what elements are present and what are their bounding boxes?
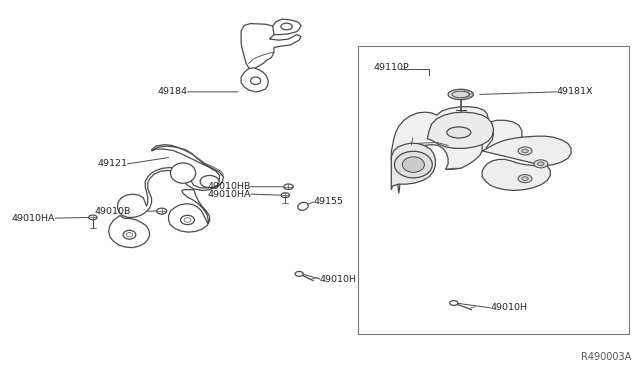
Polygon shape — [391, 107, 522, 193]
Ellipse shape — [518, 147, 532, 155]
Polygon shape — [482, 136, 571, 190]
Ellipse shape — [123, 230, 136, 239]
Polygon shape — [118, 146, 223, 217]
Ellipse shape — [394, 151, 432, 178]
Ellipse shape — [538, 162, 544, 166]
Bar — [358, 46, 629, 334]
Text: 49010B: 49010B — [94, 206, 131, 216]
Text: 49184: 49184 — [157, 87, 188, 96]
Ellipse shape — [200, 176, 219, 187]
Text: 49010HA: 49010HA — [12, 214, 55, 222]
Ellipse shape — [522, 177, 528, 180]
Text: 49110P: 49110P — [374, 63, 410, 72]
Ellipse shape — [403, 157, 424, 172]
Ellipse shape — [448, 89, 474, 100]
Polygon shape — [273, 19, 301, 35]
Ellipse shape — [126, 232, 132, 237]
Text: 49155: 49155 — [314, 198, 344, 206]
Ellipse shape — [452, 91, 470, 98]
Ellipse shape — [251, 77, 260, 84]
Ellipse shape — [518, 174, 532, 183]
Ellipse shape — [281, 193, 289, 198]
Text: 49010H: 49010H — [490, 303, 527, 312]
Text: 49010HA: 49010HA — [207, 190, 251, 199]
Ellipse shape — [281, 23, 292, 30]
Polygon shape — [428, 112, 493, 148]
Ellipse shape — [447, 127, 471, 138]
Ellipse shape — [284, 184, 293, 189]
Text: R490003A: R490003A — [580, 353, 631, 362]
Polygon shape — [241, 23, 301, 70]
Ellipse shape — [170, 163, 196, 183]
Polygon shape — [391, 143, 435, 190]
Ellipse shape — [522, 149, 528, 153]
Ellipse shape — [534, 160, 548, 168]
Polygon shape — [109, 215, 150, 248]
Ellipse shape — [295, 272, 303, 276]
Ellipse shape — [157, 208, 166, 214]
Polygon shape — [168, 190, 209, 232]
Text: 49121: 49121 — [97, 159, 127, 169]
Ellipse shape — [89, 215, 97, 220]
Ellipse shape — [298, 202, 308, 210]
Ellipse shape — [184, 218, 191, 222]
Polygon shape — [241, 68, 268, 92]
Ellipse shape — [180, 215, 195, 225]
Text: 49181X: 49181X — [557, 87, 593, 96]
Text: 49010HB: 49010HB — [207, 182, 251, 191]
Ellipse shape — [450, 301, 458, 305]
Text: 49010H: 49010H — [320, 275, 357, 283]
